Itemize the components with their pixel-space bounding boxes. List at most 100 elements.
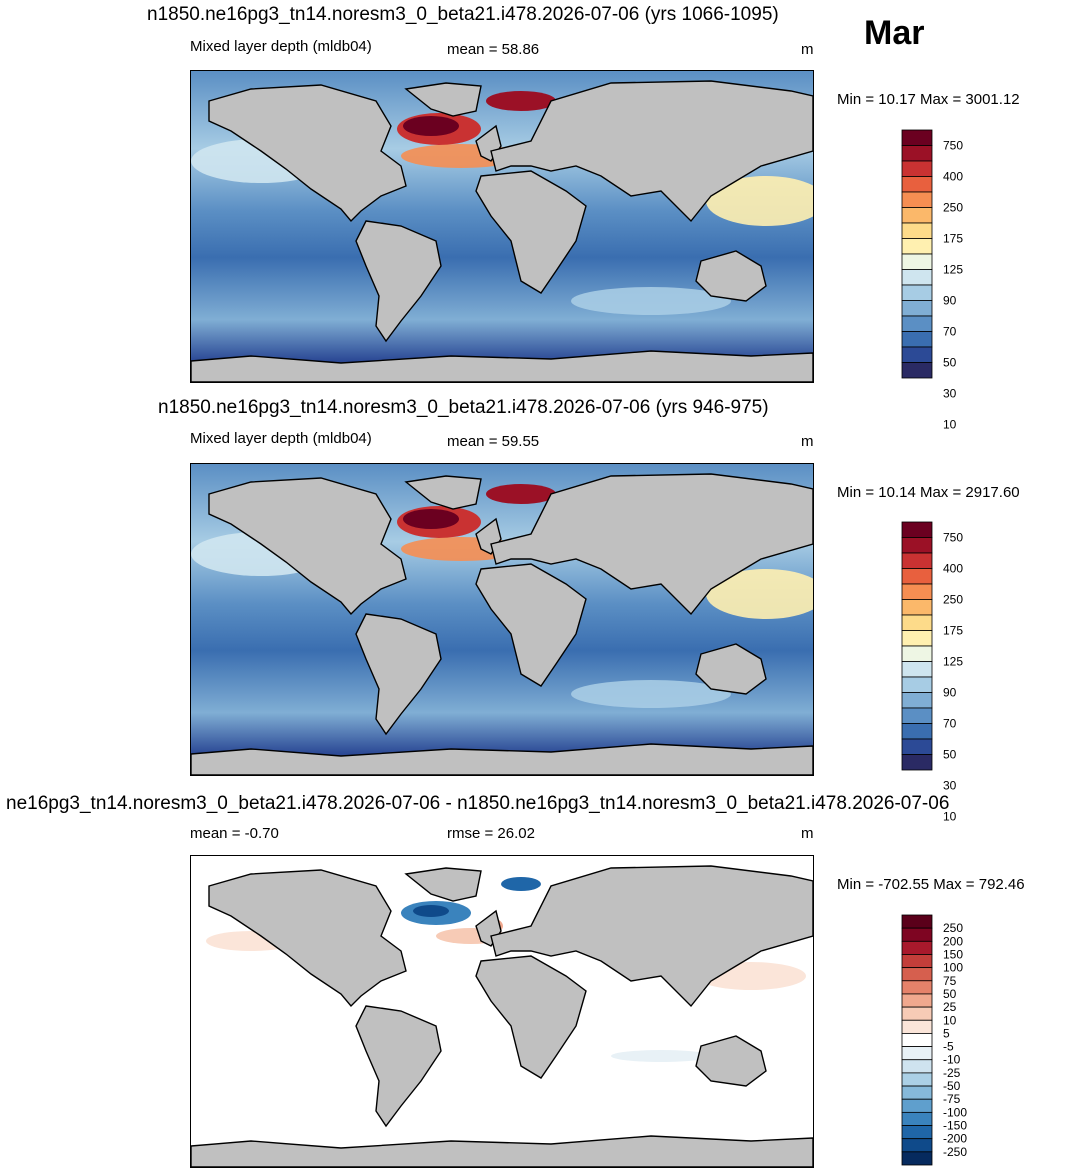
colorbar-swatch: [901, 1033, 933, 1047]
colorbar-tick-label: 150: [943, 947, 963, 961]
colorbar-swatch: [901, 362, 933, 379]
colorbar-swatch: [901, 980, 933, 995]
colorbar-swatch: [901, 754, 933, 771]
colorbar-tick-label: 175: [943, 232, 963, 246]
panel-3-map-plot: [191, 856, 813, 1167]
colorbar-tick-label: 175: [943, 624, 963, 638]
colorbar-swatch: [901, 284, 933, 301]
panel-3-title: ne16pg3_tn14.noresm3_0_beta21.i478.2026-…: [6, 793, 950, 814]
colorbar-swatch: [901, 707, 933, 724]
colorbar-swatch: [901, 599, 933, 616]
panel-3-colorbar: 250 200 150 100 75 50 25 10 5 -5 -10 -25 -50 -75 -100-…: [901, 914, 992, 1166]
panel-2-title: n1850.ne16pg3_tn14.noresm3_0_beta21.i478…: [158, 397, 769, 418]
colorbar-swatch: [901, 1085, 933, 1100]
colorbar-tick-label: 10: [943, 418, 957, 432]
colorbar-tick-label: -150: [943, 1119, 967, 1133]
colorbar-swatch: [901, 676, 933, 693]
panel-1-variable-label: Mixed layer depth (mldb04): [190, 38, 372, 55]
colorbar-tick-label: 70: [943, 717, 957, 731]
panel-2-variable-label: Mixed layer depth (mldb04): [190, 430, 372, 447]
colorbar-swatch: [901, 1006, 933, 1021]
panel-3-colorbar-svg: 250200150100755025105-5-10-25-50-75-100-…: [901, 914, 967, 1166]
colorbar-swatch: [901, 914, 933, 929]
colorbar-swatch: [901, 537, 933, 554]
panel-1-map-plot: [191, 71, 813, 382]
colorbar-tick-label: -100: [943, 1105, 967, 1119]
panel-2-units-label: m: [801, 433, 814, 450]
colorbar-swatch: [901, 552, 933, 569]
colorbar-tick-label: 50: [943, 748, 957, 762]
colorbar-swatch: [901, 1019, 933, 1034]
colorbar-swatch: [901, 346, 933, 363]
colorbar-swatch: [901, 253, 933, 270]
colorbar-swatch: [901, 1138, 933, 1153]
colorbar-swatch: [901, 630, 933, 647]
colorbar-swatch: [901, 207, 933, 224]
colorbar-swatch: [901, 1059, 933, 1074]
colorbar-tick-label: 50: [943, 987, 957, 1001]
colorbar-tick-label: 750: [943, 139, 963, 153]
colorbar-swatch: [901, 568, 933, 585]
panel-2-minmax-label: Min = 10.14 Max = 2917.60: [837, 484, 1020, 501]
panel-1-units-label: m: [801, 41, 814, 58]
colorbar-swatch: [901, 160, 933, 177]
panel-2-map: [190, 463, 814, 776]
colorbar-swatch: [901, 940, 933, 955]
colorbar-swatch: [901, 927, 933, 942]
colorbar-tick-label: 90: [943, 294, 957, 308]
colorbar-tick-label: 250: [943, 921, 963, 935]
colorbar-tick-label: 750: [943, 531, 963, 545]
panel-1-mean-label: mean = 58.86: [447, 41, 540, 58]
colorbar-tick-label: 75: [943, 974, 957, 988]
colorbar-tick-label: -250: [943, 1145, 967, 1159]
panel-1-colorbar-svg: 750 400 250 175 125 90 70 50 30 10: [901, 129, 963, 432]
colorbar-tick-label: 30: [943, 779, 957, 793]
colorbar-tick-label: 200: [943, 934, 963, 948]
month-label: Mar: [864, 14, 925, 52]
colorbar-tick-label: 5: [943, 1026, 950, 1040]
colorbar-tick-label: 250: [943, 201, 963, 215]
panel-3-mean-label: mean = -0.70: [190, 825, 279, 842]
colorbar-swatch: [901, 967, 933, 982]
colorbar-swatch: [901, 269, 933, 286]
colorbar-tick-label: 70: [943, 325, 957, 339]
colorbar-swatch: [901, 315, 933, 332]
colorbar-swatch: [901, 1098, 933, 1113]
panel-3-map: [190, 855, 814, 1168]
colorbar-tick-label: 400: [943, 562, 963, 576]
colorbar-swatch: [901, 1072, 933, 1087]
colorbar-tick-label: 100: [943, 961, 963, 975]
panel-1-minmax-label: Min = 10.17 Max = 3001.12: [837, 91, 1020, 108]
panel-2-colorbar-svg: 750 400 250 175 125 90 70 50 30 10: [901, 521, 963, 824]
panel-3-units-label: m: [801, 825, 814, 842]
colorbar-swatch: [901, 1125, 933, 1140]
panel-3-minmax-label: Min = -702.55 Max = 792.46: [837, 876, 1025, 893]
colorbar-swatch: [901, 1046, 933, 1061]
colorbar-swatch: [901, 521, 933, 538]
colorbar-tick-label: 25: [943, 1000, 957, 1014]
colorbar-tick-label: 10: [943, 1013, 957, 1027]
colorbar-tick-label: -25: [943, 1066, 961, 1080]
colorbar-swatch: [901, 661, 933, 678]
panel-2-map-plot: [191, 464, 813, 775]
panel-1-map: [190, 70, 814, 383]
colorbar-tick-label: -10: [943, 1053, 961, 1067]
colorbar-swatch: [901, 723, 933, 740]
colorbar-swatch: [901, 645, 933, 662]
colorbar-tick-label: -200: [943, 1132, 967, 1146]
colorbar-swatch: [901, 176, 933, 193]
panel-3-rmse-label: rmse = 26.02: [447, 825, 535, 842]
colorbar-swatch: [901, 222, 933, 239]
colorbar-tick-label: -50: [943, 1079, 961, 1093]
colorbar-swatch: [901, 191, 933, 208]
colorbar-swatch: [901, 145, 933, 162]
panel-2-colorbar: 750 400 250 175 125 90 70 50 30 10: [901, 521, 992, 824]
colorbar-tick-label: -5: [943, 1040, 954, 1054]
panel-1-title: n1850.ne16pg3_tn14.noresm3_0_beta21.i478…: [147, 4, 779, 25]
colorbar-tick-label: 90: [943, 686, 957, 700]
colorbar-tick-label: 125: [943, 655, 963, 669]
colorbar-swatch: [901, 129, 933, 146]
colorbar-tick-label: 50: [943, 356, 957, 370]
colorbar-tick-label: 125: [943, 263, 963, 277]
colorbar-swatch: [901, 993, 933, 1008]
